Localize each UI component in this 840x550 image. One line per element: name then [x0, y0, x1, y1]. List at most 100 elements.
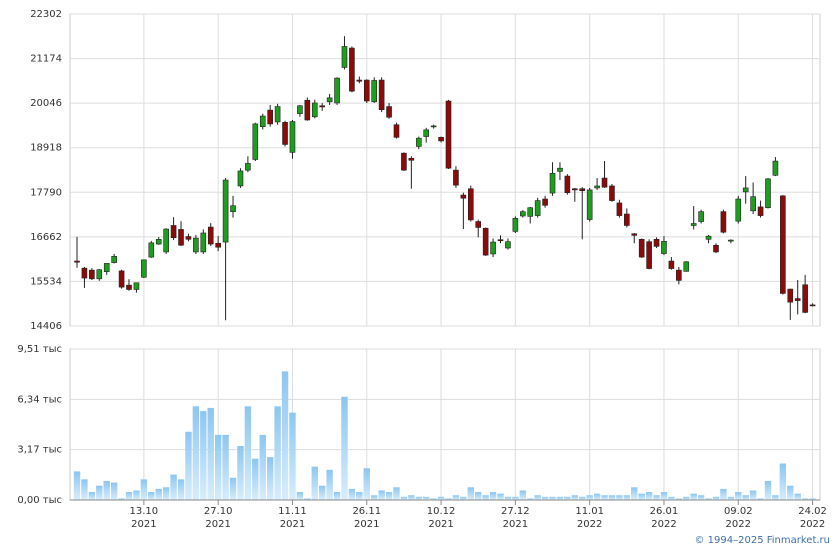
- candle-body: [735, 198, 742, 222]
- volume-bar: [140, 479, 148, 500]
- candle-body: [445, 100, 452, 169]
- volume-bar: [705, 498, 712, 500]
- candle-body: [222, 179, 229, 243]
- volume-bar: [341, 396, 348, 500]
- volume-bar: [809, 498, 816, 500]
- volume-bar: [423, 496, 430, 500]
- candle-body: [103, 263, 110, 273]
- volume-bar: [556, 496, 564, 500]
- volume-bar: [185, 431, 192, 500]
- volume-bar: [200, 411, 207, 500]
- volume-bar: [118, 498, 125, 500]
- volume-bar: [155, 488, 162, 500]
- candle-body: [549, 173, 556, 194]
- y-tick-label: 9,51 тыс: [17, 344, 62, 355]
- volume-bar: [348, 488, 356, 500]
- candle-body: [728, 239, 734, 242]
- y-tick-label: 14406: [30, 321, 62, 332]
- candle-body: [750, 196, 756, 212]
- volume-bar: [712, 496, 720, 500]
- volume-bar: [252, 458, 259, 500]
- x-tick-label: 27.12 2021: [501, 506, 530, 530]
- candle-body: [638, 239, 645, 258]
- y-tick-label: 3,17 тыс: [17, 445, 62, 456]
- x-tick-label: 11.11 2021: [278, 506, 307, 530]
- candle-body: [497, 239, 504, 242]
- volume-bar: [638, 493, 645, 500]
- volume-bar: [148, 492, 155, 500]
- candle-body: [713, 244, 719, 253]
- volume-bar: [73, 471, 81, 500]
- volume-bar: [266, 457, 274, 500]
- volume-bar: [787, 485, 794, 500]
- candle-body: [401, 152, 407, 171]
- candle-body: [349, 47, 355, 92]
- candle-body: [378, 79, 385, 111]
- candle-body: [698, 211, 704, 222]
- candle-body: [237, 170, 244, 187]
- candle-body: [676, 269, 682, 281]
- candle-body: [527, 207, 534, 217]
- candle-body: [802, 284, 808, 313]
- volume-bar: [214, 434, 222, 500]
- candle-body: [809, 304, 816, 307]
- candle-body: [245, 163, 251, 171]
- candle-body: [126, 284, 132, 290]
- volume-bar: [274, 406, 281, 500]
- volume-bar: [378, 490, 385, 500]
- volume-bar: [393, 487, 400, 500]
- volume-bar: [475, 492, 482, 500]
- candle-body: [765, 178, 771, 208]
- candle-body: [430, 125, 437, 128]
- candle-body: [423, 129, 430, 137]
- volume-bar: [192, 406, 200, 500]
- volume-bar: [764, 480, 772, 500]
- volume-bar: [668, 496, 675, 500]
- volume-bar: [326, 469, 333, 500]
- candle-body: [482, 227, 489, 256]
- candle-body: [118, 270, 125, 288]
- candle-body: [96, 269, 103, 280]
- volume-bar: [244, 406, 252, 500]
- candle-body: [393, 124, 400, 138]
- candle-body: [133, 282, 140, 290]
- volume-bar: [801, 498, 809, 500]
- volume-bar: [683, 496, 690, 500]
- volume-bar: [631, 487, 638, 500]
- volume-bar: [586, 495, 593, 500]
- candle-body: [579, 188, 586, 192]
- candle-body: [230, 205, 236, 212]
- volume-bar: [81, 479, 88, 500]
- candle-body: [512, 218, 519, 232]
- volume-bar: [385, 492, 393, 500]
- plot-frame: [69, 348, 821, 501]
- volume-bar: [162, 487, 170, 500]
- volume-bar: [103, 480, 110, 500]
- volume-bar: [519, 490, 526, 500]
- volume-bar: [400, 496, 408, 500]
- x-tick-label: 10.12 2021: [426, 506, 456, 530]
- volume-bar: [125, 492, 133, 500]
- volume-bar: [623, 495, 631, 500]
- volume-bar: [593, 493, 601, 500]
- volume-bar: [564, 496, 571, 500]
- volume-bar: [452, 495, 460, 500]
- candle-body: [252, 123, 259, 160]
- candle-body: [475, 221, 482, 228]
- candle-body: [772, 160, 779, 176]
- candle-body: [757, 206, 764, 216]
- volume-bar: [437, 496, 445, 500]
- candle-body: [193, 237, 199, 253]
- candle-body: [163, 228, 169, 253]
- candle-body: [557, 167, 563, 172]
- candle-body: [467, 188, 474, 221]
- volume-bar: [608, 495, 616, 500]
- y-tick-label: 15534: [30, 276, 62, 287]
- volume-bar: [794, 493, 801, 500]
- candle-body: [564, 175, 571, 193]
- volume-bar: [727, 496, 735, 500]
- volume-bar: [222, 434, 229, 500]
- volume-bar: [742, 495, 749, 500]
- candle-body: [653, 239, 660, 247]
- candle-body: [705, 235, 712, 240]
